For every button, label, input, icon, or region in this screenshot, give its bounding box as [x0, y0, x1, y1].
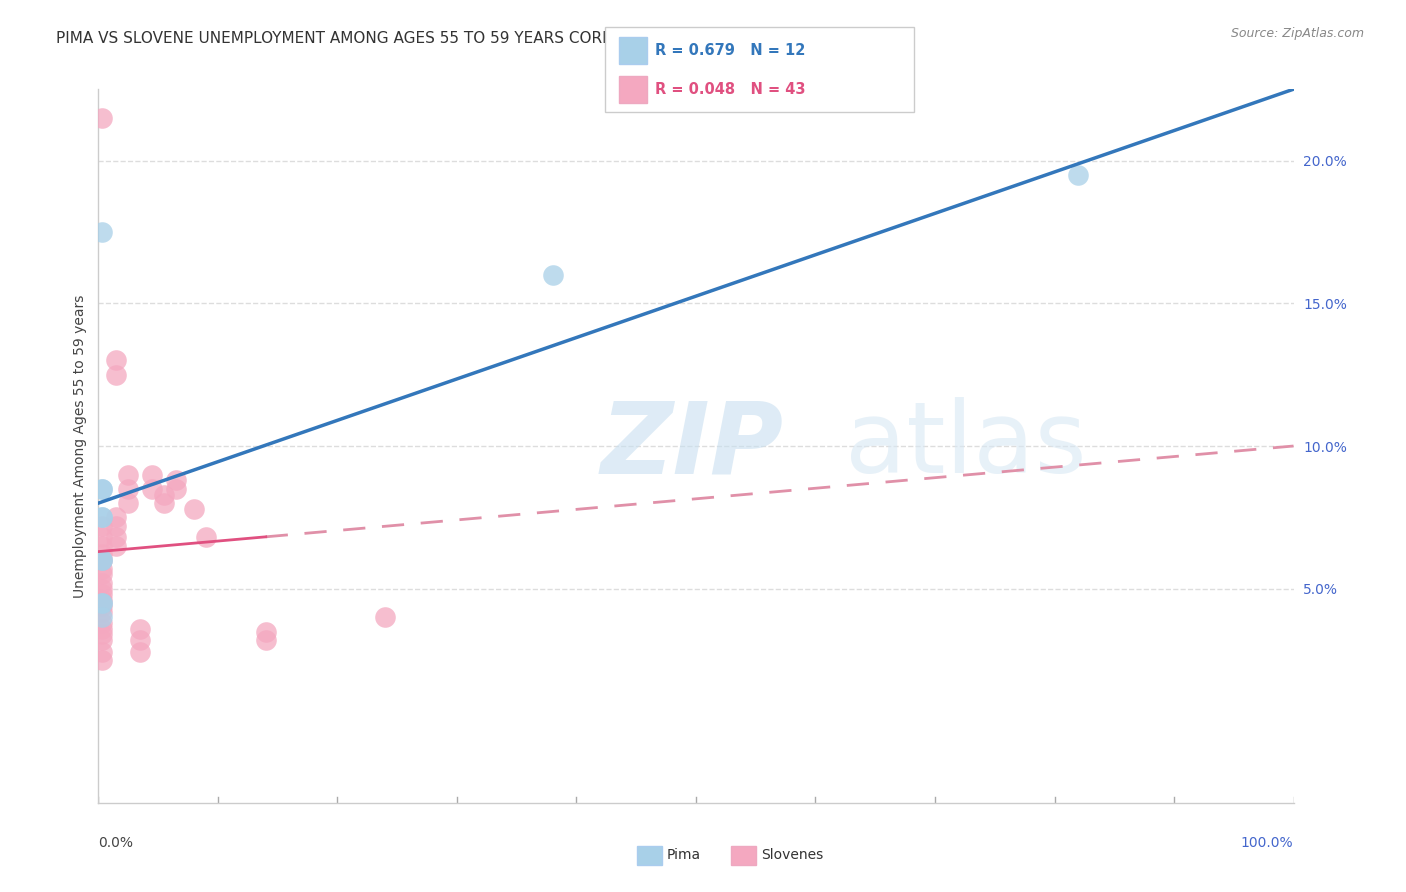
Point	[105, 519, 128, 533]
Point	[105, 539, 128, 553]
Point	[105, 530, 128, 544]
Text: R = 0.048   N = 43: R = 0.048 N = 43	[655, 82, 806, 96]
Point	[153, 496, 176, 510]
Point	[91, 567, 114, 582]
Point	[91, 582, 114, 596]
Text: Source: ZipAtlas.com: Source: ZipAtlas.com	[1230, 27, 1364, 40]
Point	[91, 510, 114, 524]
Text: Slovenes: Slovenes	[761, 848, 823, 863]
Point	[91, 633, 114, 648]
Point	[541, 268, 564, 282]
Point	[165, 473, 187, 487]
Point	[91, 548, 114, 562]
Point	[91, 653, 114, 667]
Point	[91, 644, 114, 658]
Text: 100.0%: 100.0%	[1241, 836, 1294, 850]
Point	[91, 530, 114, 544]
Point	[117, 482, 139, 496]
Point	[91, 510, 114, 524]
Point	[254, 633, 277, 648]
Point	[153, 487, 176, 501]
Point	[141, 482, 163, 496]
Text: PIMA VS SLOVENE UNEMPLOYMENT AMONG AGES 55 TO 59 YEARS CORRELATION CHART: PIMA VS SLOVENE UNEMPLOYMENT AMONG AGES …	[56, 31, 734, 46]
Point	[91, 225, 114, 239]
Point	[91, 596, 114, 610]
Text: atlas: atlas	[845, 398, 1087, 494]
Point	[91, 482, 114, 496]
Point	[105, 353, 128, 368]
Y-axis label: Unemployment Among Ages 55 to 59 years: Unemployment Among Ages 55 to 59 years	[73, 294, 87, 598]
Point	[91, 539, 114, 553]
Point	[91, 553, 114, 567]
Point	[91, 519, 114, 533]
Point	[254, 624, 277, 639]
Point	[91, 482, 114, 496]
Point	[129, 622, 152, 636]
Point	[91, 599, 114, 613]
Point	[105, 368, 128, 382]
Point	[91, 593, 114, 607]
Point	[91, 622, 114, 636]
Point	[129, 644, 152, 658]
Point	[141, 467, 163, 482]
Point	[91, 553, 114, 567]
Point	[91, 576, 114, 591]
Point	[91, 605, 114, 619]
Point	[105, 510, 128, 524]
Point	[129, 633, 152, 648]
Text: R = 0.679   N = 12: R = 0.679 N = 12	[655, 44, 806, 58]
Point	[374, 610, 396, 624]
Point	[91, 596, 114, 610]
Point	[91, 111, 114, 125]
Point	[165, 482, 187, 496]
Point	[91, 587, 114, 601]
Point	[194, 530, 218, 544]
Point	[91, 627, 114, 641]
Point	[91, 562, 114, 576]
Text: 0.0%: 0.0%	[98, 836, 134, 850]
Point	[91, 610, 114, 624]
Point	[183, 501, 205, 516]
Text: ZIP: ZIP	[600, 398, 783, 494]
Point	[91, 553, 114, 567]
Point	[1067, 168, 1090, 182]
Point	[91, 615, 114, 630]
Point	[117, 496, 139, 510]
Point	[117, 467, 139, 482]
Text: Pima: Pima	[666, 848, 700, 863]
